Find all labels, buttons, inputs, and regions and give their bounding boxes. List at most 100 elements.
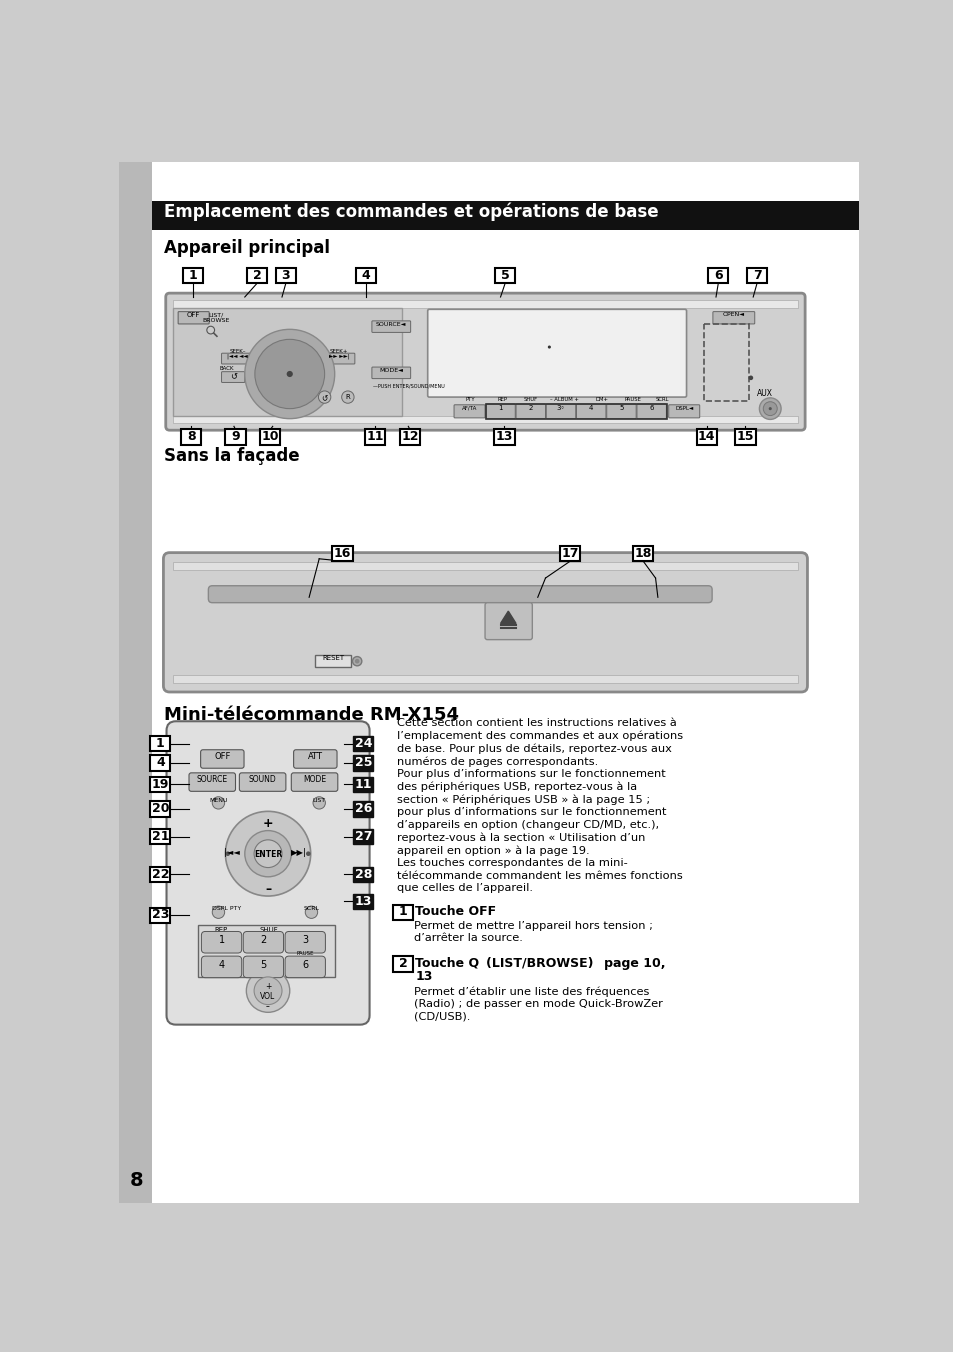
Bar — [225, 430, 245, 445]
Text: Permet de mettre l’appareil hors tension ;: Permet de mettre l’appareil hors tension… — [414, 921, 652, 930]
Bar — [150, 756, 171, 771]
Text: (Radio) ; de passer en mode Quick-BrowZer: (Radio) ; de passer en mode Quick-BrowZe… — [414, 999, 662, 1009]
Text: de base. Pour plus de détails, reportez-vous aux: de base. Pour plus de détails, reportez-… — [396, 744, 671, 754]
Text: ↺: ↺ — [321, 393, 328, 403]
Bar — [197, 925, 335, 977]
Text: REP: REP — [497, 397, 507, 402]
Circle shape — [341, 391, 354, 403]
Text: 8: 8 — [130, 1171, 143, 1190]
Text: 4: 4 — [361, 269, 370, 281]
Circle shape — [306, 852, 311, 856]
Text: 16: 16 — [334, 546, 351, 560]
FancyBboxPatch shape — [163, 553, 806, 692]
Circle shape — [245, 830, 291, 877]
Bar — [172, 300, 798, 308]
FancyBboxPatch shape — [201, 932, 241, 953]
Bar — [746, 268, 766, 283]
Text: PTY: PTY — [465, 397, 475, 402]
Text: DM+: DM+ — [595, 397, 608, 402]
Bar — [150, 776, 171, 792]
FancyBboxPatch shape — [485, 404, 515, 419]
Circle shape — [355, 658, 359, 664]
Text: R: R — [345, 393, 350, 400]
Circle shape — [212, 906, 224, 918]
Bar — [315, 654, 351, 667]
Text: 2: 2 — [260, 936, 266, 945]
Text: 14: 14 — [698, 430, 715, 443]
Text: 1: 1 — [155, 737, 165, 750]
Text: Les touches correspondantes de la mini-: Les touches correspondantes de la mini- — [396, 859, 627, 868]
Text: OPEN◄: OPEN◄ — [722, 312, 744, 318]
Text: 28: 28 — [355, 868, 372, 880]
Text: LIST/: LIST/ — [209, 312, 224, 318]
Text: 4: 4 — [218, 960, 224, 969]
Text: REP: REP — [213, 927, 227, 933]
Text: 27: 27 — [355, 830, 372, 842]
Text: SOUND: SOUND — [249, 775, 276, 784]
Text: 11: 11 — [355, 777, 372, 791]
Bar — [494, 430, 514, 445]
Circle shape — [313, 796, 325, 808]
Bar — [119, 162, 152, 1203]
Circle shape — [246, 969, 290, 1013]
Text: 6: 6 — [302, 960, 308, 969]
Circle shape — [212, 796, 224, 808]
Circle shape — [225, 852, 230, 856]
Bar — [275, 268, 295, 283]
Text: ▶▶|: ▶▶| — [291, 848, 307, 857]
Text: ENTER: ENTER — [253, 850, 282, 859]
FancyBboxPatch shape — [294, 750, 336, 768]
Bar — [152, 200, 858, 230]
Text: DSPL◄: DSPL◄ — [675, 406, 693, 411]
Text: des périphériques USB, reportez-vous à la: des périphériques USB, reportez-vous à l… — [396, 781, 637, 792]
FancyBboxPatch shape — [178, 311, 209, 324]
Circle shape — [353, 657, 361, 665]
Text: 17: 17 — [561, 546, 578, 560]
FancyBboxPatch shape — [576, 404, 605, 419]
Text: Pour plus d’informations sur le fonctionnement: Pour plus d’informations sur le fonction… — [396, 769, 665, 779]
Text: OFF: OFF — [187, 312, 200, 318]
Bar — [173, 308, 402, 415]
Text: —PUSH ENTER/SOUND/MENU: —PUSH ENTER/SOUND/MENU — [373, 383, 444, 388]
Text: reportez-vous à la section « Utilisation d’un: reportez-vous à la section « Utilisation… — [396, 833, 644, 844]
Text: télécommande commandent les mêmes fonctions: télécommande commandent les mêmes foncti… — [396, 871, 681, 880]
FancyBboxPatch shape — [189, 773, 235, 791]
Text: Permet d’établir une liste des fréquences: Permet d’établir une liste des fréquence… — [414, 986, 648, 996]
FancyBboxPatch shape — [239, 773, 286, 791]
Text: 19: 19 — [152, 777, 169, 791]
FancyBboxPatch shape — [167, 721, 369, 1025]
Text: Touche OFF: Touche OFF — [415, 906, 496, 918]
Bar — [247, 268, 267, 283]
Circle shape — [254, 339, 324, 408]
Text: |◄◄: |◄◄ — [224, 848, 240, 857]
Text: 7: 7 — [752, 269, 760, 281]
Text: Cette section contient les instructions relatives à: Cette section contient les instructions … — [396, 718, 676, 729]
FancyBboxPatch shape — [285, 932, 325, 953]
Text: 22: 22 — [152, 868, 169, 880]
Text: 26: 26 — [355, 802, 372, 815]
Text: MODE: MODE — [303, 775, 326, 784]
Bar — [353, 867, 373, 883]
Text: d’appareils en option (changeur CD/MD, etc.),: d’appareils en option (changeur CD/MD, e… — [396, 819, 659, 830]
Text: que celles de l’appareil.: que celles de l’appareil. — [396, 883, 532, 894]
Text: 13: 13 — [355, 895, 372, 907]
Text: 2: 2 — [398, 957, 407, 969]
Text: 13: 13 — [415, 969, 433, 983]
Text: ↺: ↺ — [230, 372, 236, 381]
Bar — [353, 735, 373, 752]
FancyBboxPatch shape — [243, 932, 283, 953]
Bar — [181, 430, 201, 445]
FancyBboxPatch shape — [372, 320, 410, 333]
Text: 12: 12 — [400, 430, 418, 443]
Text: 8: 8 — [187, 430, 195, 443]
Text: (CD/USB).: (CD/USB). — [414, 1011, 470, 1022]
Text: DSPL PTY: DSPL PTY — [212, 906, 240, 911]
Text: AUX: AUX — [756, 389, 772, 399]
Text: Emplacement des commandes et opérations de base: Emplacement des commandes et opérations … — [164, 203, 659, 220]
FancyBboxPatch shape — [427, 310, 686, 397]
Bar — [495, 268, 515, 283]
Text: 23: 23 — [152, 909, 169, 922]
FancyBboxPatch shape — [516, 404, 545, 419]
Bar — [735, 430, 755, 445]
Text: ►► ►►|: ►► ►►| — [329, 354, 350, 360]
